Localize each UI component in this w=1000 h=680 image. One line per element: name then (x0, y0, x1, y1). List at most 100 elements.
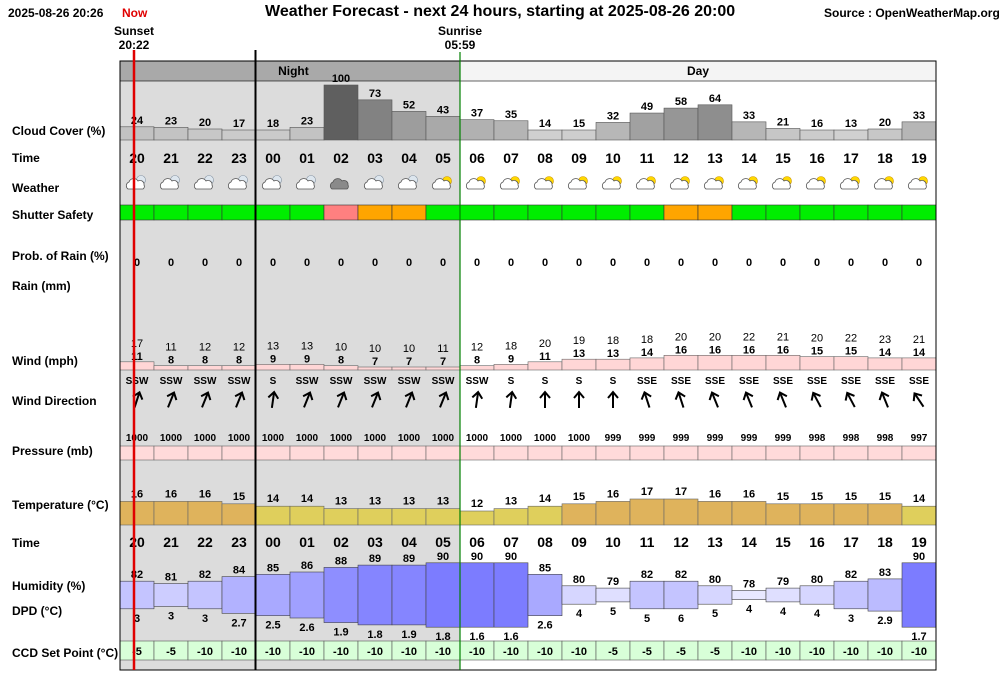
time-label-bottom: 03 (367, 534, 383, 550)
temperature-value: 14 (301, 493, 314, 505)
partly-cloudy-day-icon (805, 176, 826, 190)
arrow-shaft (643, 393, 651, 408)
cloud-cover-bar (765, 128, 801, 141)
arrow-head (234, 391, 246, 401)
arrow-head (810, 391, 821, 401)
pressure-value: 999 (775, 433, 792, 444)
temperature-bar (357, 508, 393, 526)
temperature-bar (425, 508, 461, 526)
arrow-shaft (201, 393, 209, 408)
time-label-bottom: 06 (469, 534, 485, 550)
wind-speed-bar (697, 354, 733, 371)
prob-rain-value: 0 (202, 257, 208, 269)
temperature-bar (663, 498, 699, 526)
humidity-value: 80 (811, 574, 823, 586)
partly-cloudy-day-icon (635, 176, 656, 190)
pressure-value: 1000 (194, 433, 217, 444)
arrow-head (674, 390, 686, 401)
shutter-safety-cell (391, 204, 427, 221)
wind-direction-label: SSE (909, 376, 929, 387)
cloud-cover-bar (731, 121, 767, 141)
partly-cloudy-day-icon (737, 176, 758, 190)
ccd-set-point-value: -5 (642, 646, 652, 658)
wind-direction-label: S (576, 376, 583, 387)
ccd-set-point-value: -10 (503, 646, 519, 658)
partly-cloudy-night-icon (193, 175, 214, 190)
pressure-value: 1000 (330, 433, 353, 444)
pressure-value: 999 (741, 433, 758, 444)
pressure-cell (867, 445, 903, 461)
wind-speed-value: 16 (777, 344, 789, 356)
ccd-set-point-value: -10 (333, 646, 349, 658)
time-label: 12 (673, 150, 689, 166)
cloud-shape (737, 178, 757, 190)
time-label-bottom: 15 (775, 534, 791, 550)
pressure-value: 1000 (500, 433, 523, 444)
cloud-cover-bar (425, 116, 461, 141)
chart-frame (119, 60, 937, 671)
pressure-cell (799, 445, 835, 461)
time-label: 17 (843, 150, 859, 166)
cloud-shape (669, 178, 689, 190)
time-label-bottom: 14 (741, 534, 757, 550)
temperature-value: 13 (437, 496, 449, 508)
humidity-bar (595, 587, 631, 603)
cloud-shape (193, 178, 213, 190)
wind-direction-label: SSW (330, 376, 353, 387)
cloud-shape (397, 178, 417, 190)
temperature-value: 12 (471, 498, 483, 510)
time-label: 13 (707, 150, 723, 166)
forecast-datetime: 2025-08-26 20:26 (8, 6, 104, 20)
shutter-safety-cell (833, 204, 869, 221)
label-time-bottom: Time (12, 536, 40, 550)
time-label-bottom: 02 (333, 534, 349, 550)
pressure-cell (357, 445, 393, 461)
partly-cloudy-night-icon (125, 175, 146, 190)
time-label: 06 (469, 150, 485, 166)
arrow-head (912, 392, 923, 402)
cloud-cover-value: 20 (879, 117, 891, 129)
cloud-cover-value: 16 (811, 118, 823, 130)
wind-speed-bar (561, 358, 597, 371)
pressure-cell (527, 445, 563, 461)
dpd-value: 3 (848, 613, 854, 625)
shutter-safety-cell (221, 204, 257, 221)
wind-arrow-icon (234, 391, 246, 408)
humidity-value: 90 (505, 551, 517, 563)
humidity-bar (187, 580, 223, 610)
pressure-value: 1000 (534, 433, 557, 444)
humidity-value: 82 (199, 569, 211, 581)
dpd-value: 5 (712, 608, 718, 620)
time-label-bottom: 18 (877, 534, 893, 550)
cloud-cover-bar (527, 129, 563, 141)
time-label: 19 (911, 150, 927, 166)
time-label-bottom: 10 (605, 534, 621, 550)
cloud-cover-value: 35 (505, 109, 517, 121)
time-label: 02 (333, 150, 349, 166)
humidity-bar (867, 578, 903, 612)
arrow-head (505, 390, 518, 400)
wind-direction-label: SSE (875, 376, 895, 387)
temperature-value: 13 (505, 496, 517, 508)
dpd-value: 1.8 (367, 629, 382, 641)
wind-arrow-icon (370, 391, 382, 408)
temperature-value: 16 (709, 488, 721, 500)
shutter-safety-cell (323, 204, 359, 221)
wind-speed-value: 14 (879, 347, 892, 359)
humidity-value: 80 (709, 574, 721, 586)
humidity-value: 82 (641, 569, 653, 581)
pressure-cell (119, 445, 155, 461)
dpd-value: 3 (202, 613, 208, 625)
cloud-cover-value: 43 (437, 104, 449, 116)
cloud-shape (295, 178, 315, 190)
wind-direction-label: SSE (841, 376, 861, 387)
arrow-head (573, 390, 585, 399)
cloud-shape (771, 178, 791, 190)
arrow-head (878, 391, 890, 401)
time-label-bottom: 23 (231, 534, 247, 550)
cloud-shape (125, 178, 145, 190)
wind-speed-bar (765, 354, 801, 371)
shutter-safety-cell (697, 204, 733, 221)
shutter-safety-cell (765, 204, 801, 221)
dpd-value: 6 (678, 613, 684, 625)
